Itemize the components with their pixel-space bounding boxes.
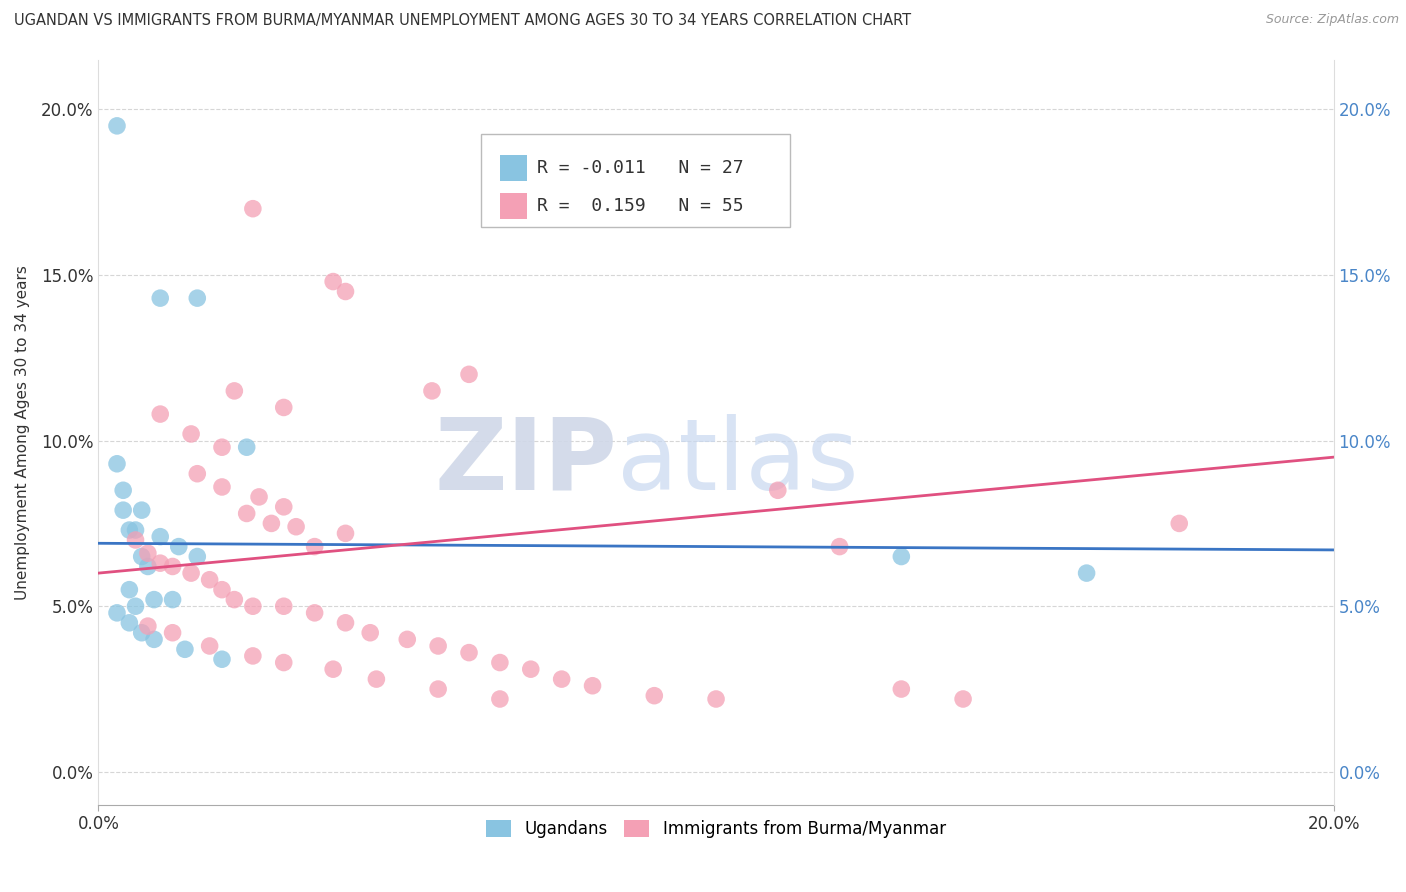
Point <box>167 540 190 554</box>
Text: atlas: atlas <box>617 414 859 510</box>
Point <box>112 483 135 498</box>
Point <box>105 606 128 620</box>
Point <box>489 692 512 706</box>
Point <box>273 401 295 415</box>
Point <box>105 119 128 133</box>
Point <box>136 559 159 574</box>
Point <box>149 291 172 305</box>
Point <box>304 540 326 554</box>
Point <box>131 625 153 640</box>
Point <box>131 549 153 564</box>
Point <box>458 646 481 660</box>
Point <box>118 523 141 537</box>
Point <box>162 559 184 574</box>
Point <box>211 652 233 666</box>
Point <box>273 500 295 514</box>
Point <box>118 582 141 597</box>
Point <box>550 672 572 686</box>
Point <box>235 440 257 454</box>
Point <box>427 639 450 653</box>
Point <box>143 592 166 607</box>
Point <box>273 599 295 614</box>
Point <box>828 540 851 554</box>
Point <box>186 549 208 564</box>
Point <box>322 275 344 289</box>
Point <box>242 202 264 216</box>
Point <box>335 615 357 630</box>
Point <box>118 615 141 630</box>
Point <box>396 632 419 647</box>
Point <box>1076 566 1098 580</box>
Y-axis label: Unemployment Among Ages 30 to 34 years: Unemployment Among Ages 30 to 34 years <box>15 265 30 599</box>
Point <box>890 681 912 696</box>
Point <box>105 457 128 471</box>
Point <box>224 592 246 607</box>
Point <box>124 523 146 537</box>
Point <box>359 625 381 640</box>
Point <box>952 692 974 706</box>
Text: ZIP: ZIP <box>434 414 617 510</box>
FancyBboxPatch shape <box>481 134 790 227</box>
Point <box>180 566 202 580</box>
Point <box>247 490 270 504</box>
Point <box>124 533 146 547</box>
Point <box>131 503 153 517</box>
Point <box>489 656 512 670</box>
FancyBboxPatch shape <box>501 194 527 219</box>
Point <box>520 662 543 676</box>
Point <box>136 546 159 560</box>
Point <box>242 599 264 614</box>
Point <box>211 480 233 494</box>
Point <box>420 384 443 398</box>
Point <box>890 549 912 564</box>
Legend: Ugandans, Immigrants from Burma/Myanmar: Ugandans, Immigrants from Burma/Myanmar <box>479 814 953 845</box>
Point <box>198 573 221 587</box>
Text: UGANDAN VS IMMIGRANTS FROM BURMA/MYANMAR UNEMPLOYMENT AMONG AGES 30 TO 34 YEARS : UGANDAN VS IMMIGRANTS FROM BURMA/MYANMAR… <box>14 13 911 29</box>
FancyBboxPatch shape <box>501 155 527 181</box>
Point <box>162 592 184 607</box>
Point <box>149 530 172 544</box>
Point <box>260 516 283 531</box>
Point <box>124 599 146 614</box>
Point <box>186 467 208 481</box>
Point <box>335 526 357 541</box>
Text: R =  0.159   N = 55: R = 0.159 N = 55 <box>537 197 744 216</box>
Point <box>174 642 197 657</box>
Point <box>143 632 166 647</box>
Text: Source: ZipAtlas.com: Source: ZipAtlas.com <box>1265 13 1399 27</box>
Point <box>285 519 308 533</box>
Point <box>1168 516 1191 531</box>
Point <box>211 440 233 454</box>
Point <box>458 368 481 382</box>
Point <box>149 556 172 570</box>
Text: R = -0.011   N = 27: R = -0.011 N = 27 <box>537 159 744 177</box>
Point <box>366 672 388 686</box>
Point <box>427 681 450 696</box>
Point <box>112 503 135 517</box>
Point <box>136 619 159 633</box>
Point <box>242 648 264 663</box>
Point <box>180 427 202 442</box>
Point <box>149 407 172 421</box>
Point <box>211 582 233 597</box>
Point <box>643 689 665 703</box>
Point <box>224 384 246 398</box>
Point <box>304 606 326 620</box>
Point <box>162 625 184 640</box>
Point <box>186 291 208 305</box>
Point <box>198 639 221 653</box>
Point <box>581 679 603 693</box>
Point <box>704 692 727 706</box>
Point <box>322 662 344 676</box>
Point <box>273 656 295 670</box>
Point <box>335 285 357 299</box>
Point <box>235 507 257 521</box>
Point <box>766 483 789 498</box>
